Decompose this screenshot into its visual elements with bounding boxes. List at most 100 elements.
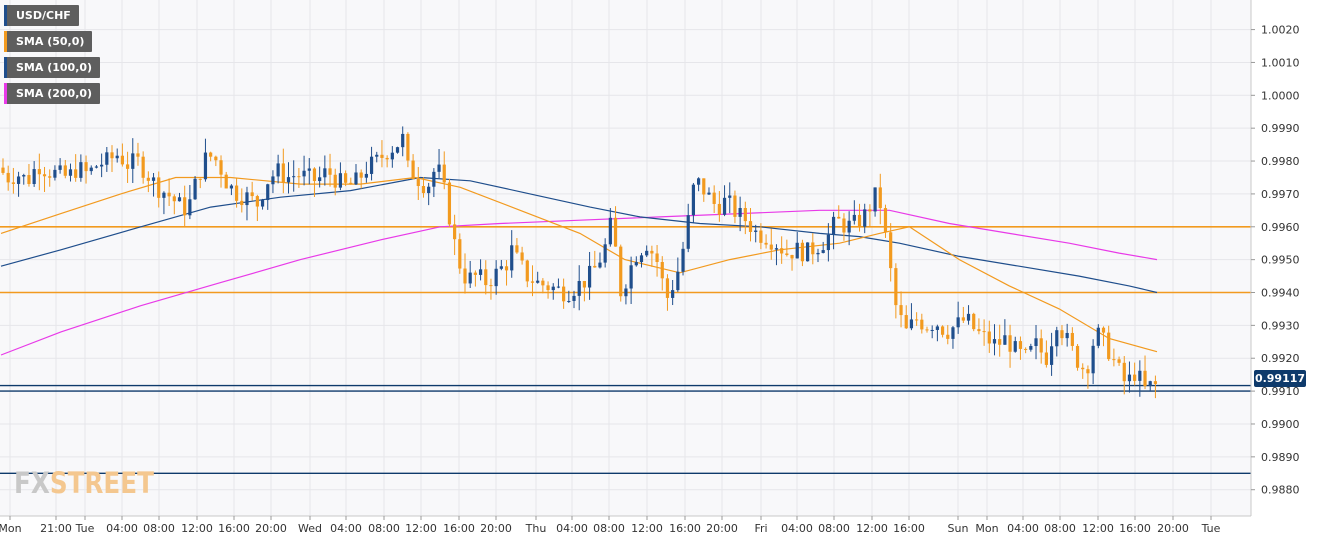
candle-body <box>842 218 846 233</box>
candle-body <box>925 329 929 331</box>
legend-label: SMA (50,0) <box>16 35 85 48</box>
x-tick-label: 08:00 <box>368 522 400 535</box>
candle-body <box>1133 374 1137 381</box>
candle-body <box>686 215 690 249</box>
candle-body <box>915 319 919 321</box>
candle-body <box>131 153 135 169</box>
x-axis: Mon 21:00 Tue 04:00 08:00 12:00 16:00 20:00 Wed 0… <box>0 515 1251 535</box>
candle-body <box>769 244 773 250</box>
legend-item-instrument[interactable]: USD/CHF <box>4 5 79 26</box>
candle-body <box>58 165 62 170</box>
candle-body <box>847 220 851 233</box>
candle-body <box>510 245 514 271</box>
candle-body <box>956 317 960 328</box>
candle-body <box>1024 348 1028 350</box>
legend-item-sma100[interactable]: SMA (100,0) <box>4 57 101 78</box>
candle-body <box>442 164 446 183</box>
candle-body <box>541 280 545 286</box>
legend-item-sma50[interactable]: SMA (50,0) <box>4 31 93 52</box>
candle-body <box>1153 381 1158 384</box>
candle-body <box>811 242 815 255</box>
candle-body <box>738 207 742 217</box>
candle-body <box>447 182 452 225</box>
candle-body <box>42 174 47 177</box>
candle-body <box>172 196 176 202</box>
x-tick-label: 04:00 <box>781 522 813 535</box>
candle-body <box>380 154 384 158</box>
candle-body <box>613 217 618 247</box>
candle-body <box>1008 335 1012 352</box>
candle-body <box>904 315 908 329</box>
candle-body <box>338 173 343 188</box>
candle-body <box>1127 374 1132 382</box>
candle-body <box>473 272 477 275</box>
legend-label: USD/CHF <box>16 9 71 22</box>
candle-body <box>260 200 265 207</box>
candle-body <box>562 286 566 302</box>
candle-body <box>364 173 368 178</box>
candle-body <box>795 242 799 259</box>
candle-body <box>998 339 1002 345</box>
candle-body <box>395 147 400 153</box>
candle-body <box>780 248 784 254</box>
x-tick-label: Fri <box>754 522 767 535</box>
candle-body <box>141 156 145 178</box>
candle-body <box>240 200 244 206</box>
candle-body <box>1096 327 1100 346</box>
candle-body <box>634 262 638 266</box>
y-tick-label: 0.9930 <box>1261 319 1300 332</box>
candle-body <box>899 305 903 316</box>
candle-body <box>702 178 706 195</box>
candle-body <box>1122 362 1126 382</box>
y-tick-label: 0.9960 <box>1261 221 1300 234</box>
candle-body <box>567 300 571 302</box>
candle-body <box>1091 345 1095 374</box>
candle-body <box>146 177 150 181</box>
candle-body <box>982 331 986 333</box>
candle-body <box>992 339 997 344</box>
candle-body <box>1039 338 1043 353</box>
candle-body <box>546 285 550 291</box>
candle-body <box>271 176 275 185</box>
candle-body <box>665 278 670 298</box>
candle-body <box>774 248 779 250</box>
current-price-tag: 0.99117 <box>1254 370 1306 387</box>
sma-50-line <box>0 176 1158 353</box>
candle-body <box>63 165 67 176</box>
candle-body <box>520 252 524 261</box>
candle-body <box>800 242 805 262</box>
candle-body <box>1086 369 1090 374</box>
y-tick-label: 1.0010 <box>1261 56 1300 69</box>
candle-body <box>940 326 945 335</box>
candle-body <box>1143 370 1147 387</box>
legend-swatch <box>4 31 7 52</box>
candle-body <box>1070 332 1074 346</box>
x-tick-label: 12:00 <box>181 522 213 535</box>
x-tick-label: 16:00 <box>1119 522 1151 535</box>
candle-body <box>151 177 156 181</box>
sma-lines <box>0 176 1158 356</box>
candle-body <box>681 248 685 272</box>
candle-body <box>1055 330 1059 347</box>
candle-body <box>593 265 597 268</box>
candle-body <box>489 285 493 287</box>
x-tick-label: 12:00 <box>405 522 437 535</box>
candle-body <box>987 331 991 344</box>
candle-body <box>390 152 394 160</box>
candle-body <box>909 319 914 329</box>
candle-body <box>401 133 405 148</box>
candle-body <box>582 280 586 288</box>
candle-body <box>11 182 15 184</box>
legend-item-sma200[interactable]: SMA (200,0) <box>4 83 101 104</box>
candle-body <box>961 317 965 321</box>
y-tick-label: 1.0020 <box>1261 24 1300 37</box>
candle-body <box>79 162 83 178</box>
candle-body <box>136 153 140 157</box>
candle-body <box>748 221 753 232</box>
candle-body <box>852 214 856 221</box>
y-tick-label: 1.0000 <box>1261 89 1300 102</box>
candle-body <box>224 174 228 189</box>
candle-body <box>1101 327 1106 333</box>
y-tick-label: 0.9990 <box>1261 122 1300 135</box>
